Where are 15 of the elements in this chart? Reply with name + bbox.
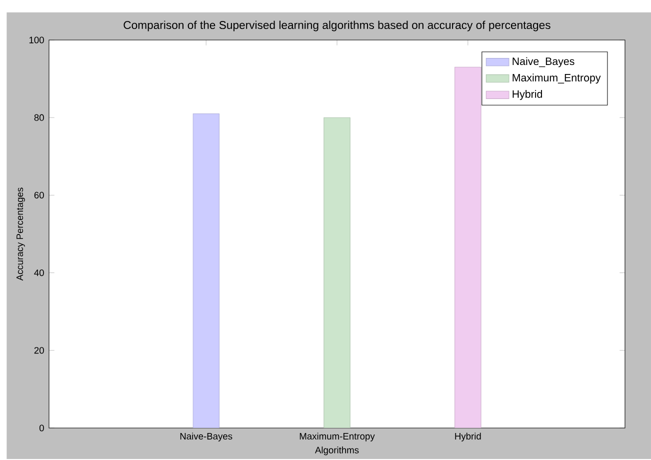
y-tick-label: 80 [34, 114, 44, 122]
x-tick-label: Maximum-Entropy [300, 432, 375, 442]
x-tick-label: Hybrid [455, 432, 481, 442]
legend-label: Maximum_Entropy [512, 74, 601, 84]
x-tick-label: Naive-Bayes [180, 432, 232, 442]
chart-title: Comparison of the Supervised learning algorithms based on accuracy of percentages [124, 20, 550, 32]
legend-label: Hybrid [512, 90, 542, 100]
y-tick-label: 100 [29, 36, 44, 44]
y-tick-label: 60 [34, 192, 44, 199]
y-tick-label: 0 [39, 424, 44, 432]
y-tick-label: 40 [34, 270, 44, 276]
y-tick-label: 20 [34, 347, 44, 354]
legend-label: Naive_Bayes [512, 57, 574, 68]
x-axis-title: Algorithms [314, 446, 359, 456]
y-axis-title: Accuracy Percentages [16, 188, 25, 281]
